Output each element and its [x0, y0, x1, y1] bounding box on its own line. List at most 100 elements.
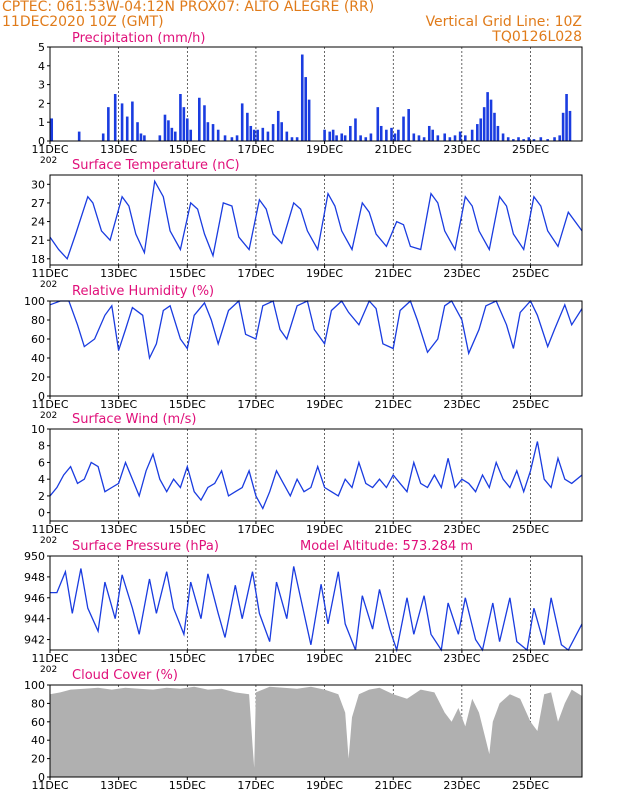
precipitation-bar — [211, 124, 215, 141]
humidity-xtick-label: 17DEC — [237, 398, 274, 411]
pressure-xtick-label: 11DEC — [31, 652, 68, 665]
precipitation-bar — [136, 122, 139, 141]
cloud-cover-xtick-label: 11DEC — [31, 779, 68, 792]
cloud-cover-xtick-label: 17DEC — [237, 779, 274, 792]
precipitation-bar — [393, 133, 397, 141]
precipitation-bar — [328, 131, 332, 141]
precipitation-ytick-label: 5 — [38, 41, 45, 54]
wind-xtick-label: 13DEC — [100, 523, 137, 536]
pressure-xtick-label: 21DEC — [375, 652, 412, 665]
pressure-title: Surface Pressure (hPa) — [72, 539, 219, 554]
wind-panel: 0 2 4 6 8 10 11DEC 13DEC 15DEC 17DEC 19DEC 21DEC 23D… — [31, 412, 583, 546]
temperature-ytick-label: 21 — [31, 234, 45, 247]
humidity-ytick-label: 80 — [31, 314, 45, 327]
pressure-xtick-label: 19DEC — [306, 652, 343, 665]
precipitation-bar — [565, 94, 568, 141]
precipitation-panel: 0 1 2 3 4 5 11DEC 13DEC 15DEC 17DEC 19DEC 21DEC 23DE… — [31, 31, 583, 166]
precipitation-bar — [256, 129, 259, 141]
humidity-ytick-label: 100 — [24, 295, 45, 308]
cloud-cover-xtick-label: 19DEC — [306, 779, 343, 792]
precipitation-bar — [77, 131, 81, 141]
precipitation-bar — [285, 131, 289, 141]
wind-title: Surface Wind (m/s) — [72, 412, 196, 427]
cloud-cover-ytick-label: 60 — [31, 716, 45, 729]
precipitation-xtick-label: 13DEC — [100, 143, 137, 156]
precipitation-bar — [125, 116, 129, 141]
precipitation-bar — [376, 107, 380, 141]
precipitation-bar — [431, 129, 434, 141]
precipitation-bar — [464, 135, 467, 141]
humidity-ytick-label: 20 — [31, 371, 45, 384]
precipitation-bar — [182, 107, 186, 141]
pressure-ytick-label: 942 — [24, 634, 45, 647]
precipitation-bar — [101, 133, 105, 141]
precipitation-bar — [120, 103, 124, 141]
precipitation-bar — [482, 107, 486, 141]
wind-year-label: 202 — [40, 536, 57, 546]
precipitation-bar — [235, 135, 239, 141]
precipitation-xtick-label: 15DEC — [169, 143, 206, 156]
precipitation-bar — [443, 133, 447, 141]
temperature-ytick-label: 18 — [31, 253, 45, 266]
cloud-cover-xtick-label: 13DEC — [100, 779, 137, 792]
precipitation-bar — [290, 137, 294, 141]
precipitation-xtick-label: 17DEC — [237, 143, 274, 156]
wind-series-line — [49, 441, 583, 511]
precipitation-bar — [458, 131, 462, 141]
precipitation-bar — [476, 124, 479, 141]
precipitation-bar — [304, 77, 308, 141]
precipitation-bar — [407, 109, 410, 141]
precipitation-bar — [517, 137, 520, 141]
precipitation-bar — [479, 118, 483, 141]
precipitation-xtick-label: 25DEC — [512, 143, 549, 156]
humidity-frame — [49, 300, 583, 397]
precipitation-bar — [295, 137, 299, 141]
pressure-annotation: Model Altitude: 573.284 m — [300, 539, 473, 554]
temperature-ytick-label: 27 — [31, 197, 45, 210]
humidity-xtick-label: 15DEC — [169, 398, 206, 411]
temperature-xtick-label: 21DEC — [375, 267, 412, 280]
precipitation-bar — [131, 101, 134, 141]
temperature-xtick-label: 17DEC — [237, 267, 274, 280]
header-station-line: CPTEC: 061:53W-04:12N PROX07: ALTO ALEGR… — [2, 0, 375, 15]
precipitation-bar — [107, 107, 110, 141]
precipitation-bar — [143, 135, 146, 141]
cloud-cover-ytick-label: 0 — [38, 771, 45, 784]
precipitation-bar — [453, 135, 457, 141]
humidity-ytick-label: 40 — [31, 352, 45, 365]
precipitation-title: Precipitation (mm/h) — [72, 31, 205, 46]
cloud-cover-ytick-label: 20 — [31, 753, 45, 766]
pressure-frame — [49, 555, 583, 651]
precipitation-bar — [307, 99, 311, 141]
precipitation-bar — [261, 127, 265, 141]
temperature-frame — [49, 174, 583, 266]
precipitation-xtick-label: 11DEC — [31, 143, 68, 156]
precipitation-bar — [249, 125, 253, 141]
humidity-ytick-label: 60 — [31, 333, 45, 346]
precipitation-bar — [486, 92, 489, 141]
wind-ytick-label: 0 — [38, 507, 45, 520]
precipitation-bar — [343, 135, 347, 141]
precipitation-bar — [203, 105, 206, 141]
precipitation-bar — [493, 112, 496, 141]
temperature-ytick-label: 24 — [31, 216, 45, 229]
precipitation-bar — [496, 125, 500, 141]
pressure-series-line — [50, 566, 583, 653]
temperature-xtick-label: 25DEC — [512, 267, 549, 280]
precipitation-bar — [173, 131, 177, 141]
precipitation-bar — [170, 127, 174, 141]
wind-ytick-label: 4 — [38, 473, 45, 486]
cloud-cover-xtick-label: 23DEC — [443, 779, 480, 792]
humidity-xtick-label: 13DEC — [100, 398, 137, 411]
pressure-ytick-label: 946 — [24, 592, 45, 605]
precipitation-bar — [335, 135, 338, 141]
precipitation-bar — [246, 112, 249, 141]
precipitation-bar — [158, 135, 162, 141]
pressure-xtick-label: 23DEC — [443, 652, 480, 665]
pressure-year-label: 202 — [40, 665, 57, 675]
wind-xtick-label: 19DEC — [306, 523, 343, 536]
precipitation-bar — [561, 112, 565, 141]
humidity-title: Relative Humidity (%) — [72, 284, 214, 299]
pressure-panel: 942 944 946 948 950 11DEC 13DEC 15DEC 17DEC 19DEC… — [24, 539, 583, 675]
